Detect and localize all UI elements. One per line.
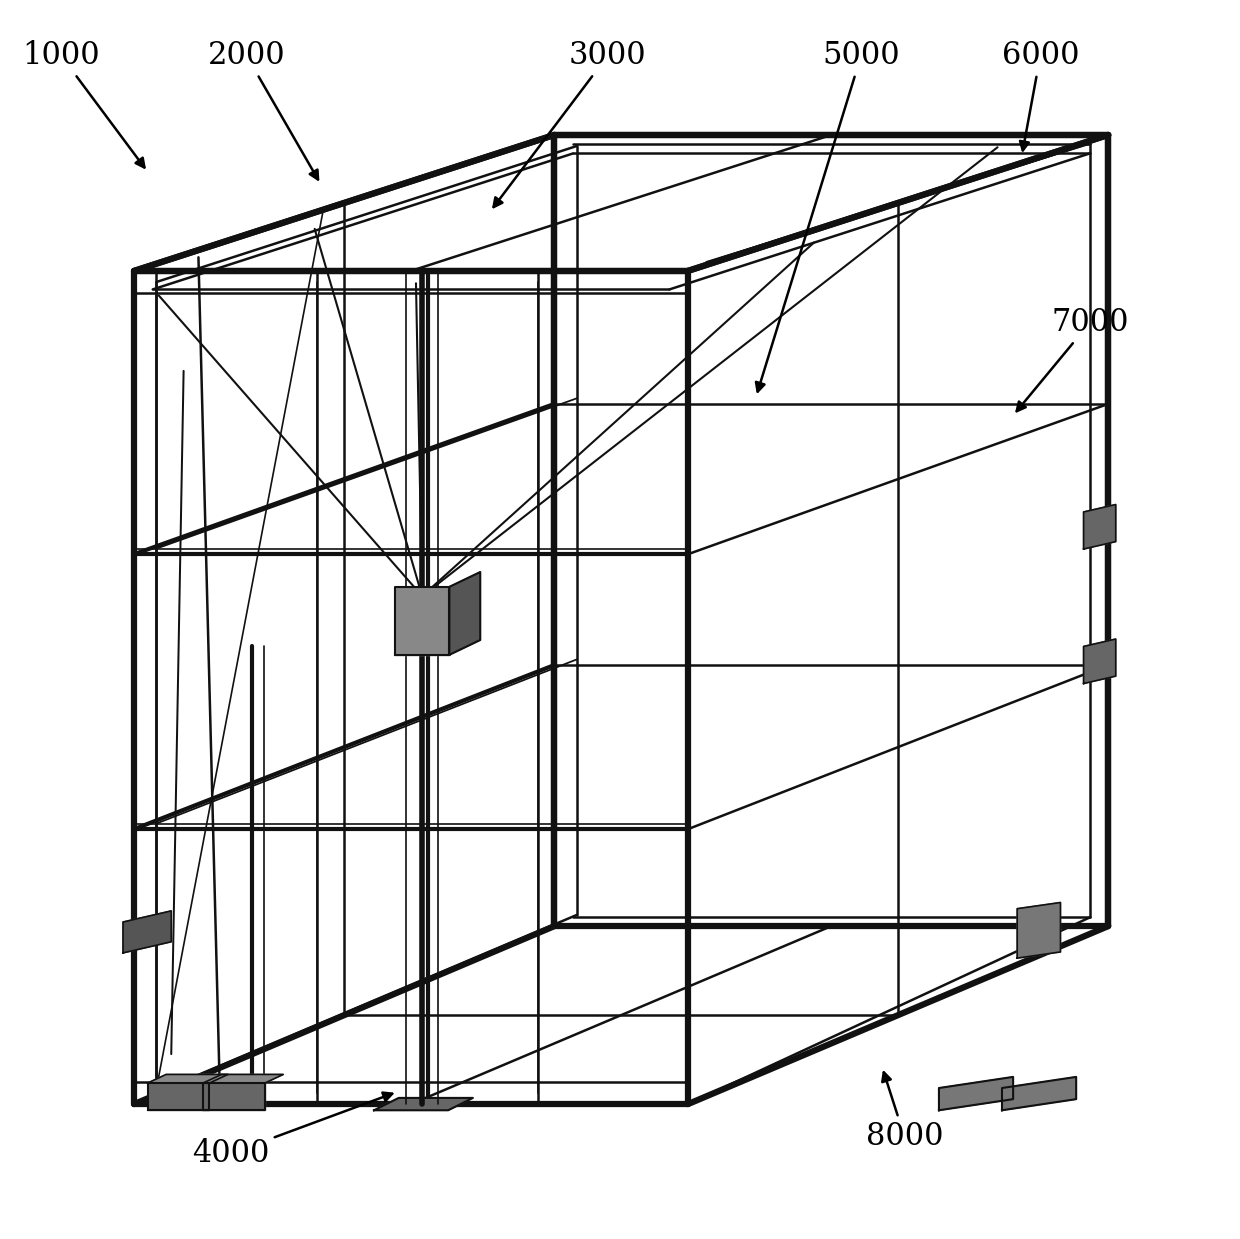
Polygon shape: [203, 1083, 265, 1110]
Text: 4000: 4000: [192, 1093, 392, 1170]
Polygon shape: [1084, 504, 1116, 549]
Text: 6000: 6000: [1002, 41, 1079, 150]
Polygon shape: [148, 1083, 210, 1110]
Polygon shape: [939, 1077, 1013, 1110]
Polygon shape: [396, 587, 449, 655]
Polygon shape: [123, 911, 171, 953]
Text: 3000: 3000: [494, 41, 646, 207]
Polygon shape: [148, 1074, 228, 1083]
Polygon shape: [374, 1098, 472, 1110]
Polygon shape: [1084, 639, 1116, 684]
Polygon shape: [1002, 1077, 1076, 1110]
Text: 2000: 2000: [208, 41, 317, 180]
Text: 1000: 1000: [22, 41, 144, 167]
Text: 8000: 8000: [866, 1072, 944, 1152]
Polygon shape: [203, 1074, 283, 1083]
Polygon shape: [1017, 902, 1060, 958]
Text: 5000: 5000: [756, 41, 900, 392]
Text: 7000: 7000: [1017, 307, 1128, 411]
Polygon shape: [449, 572, 480, 655]
